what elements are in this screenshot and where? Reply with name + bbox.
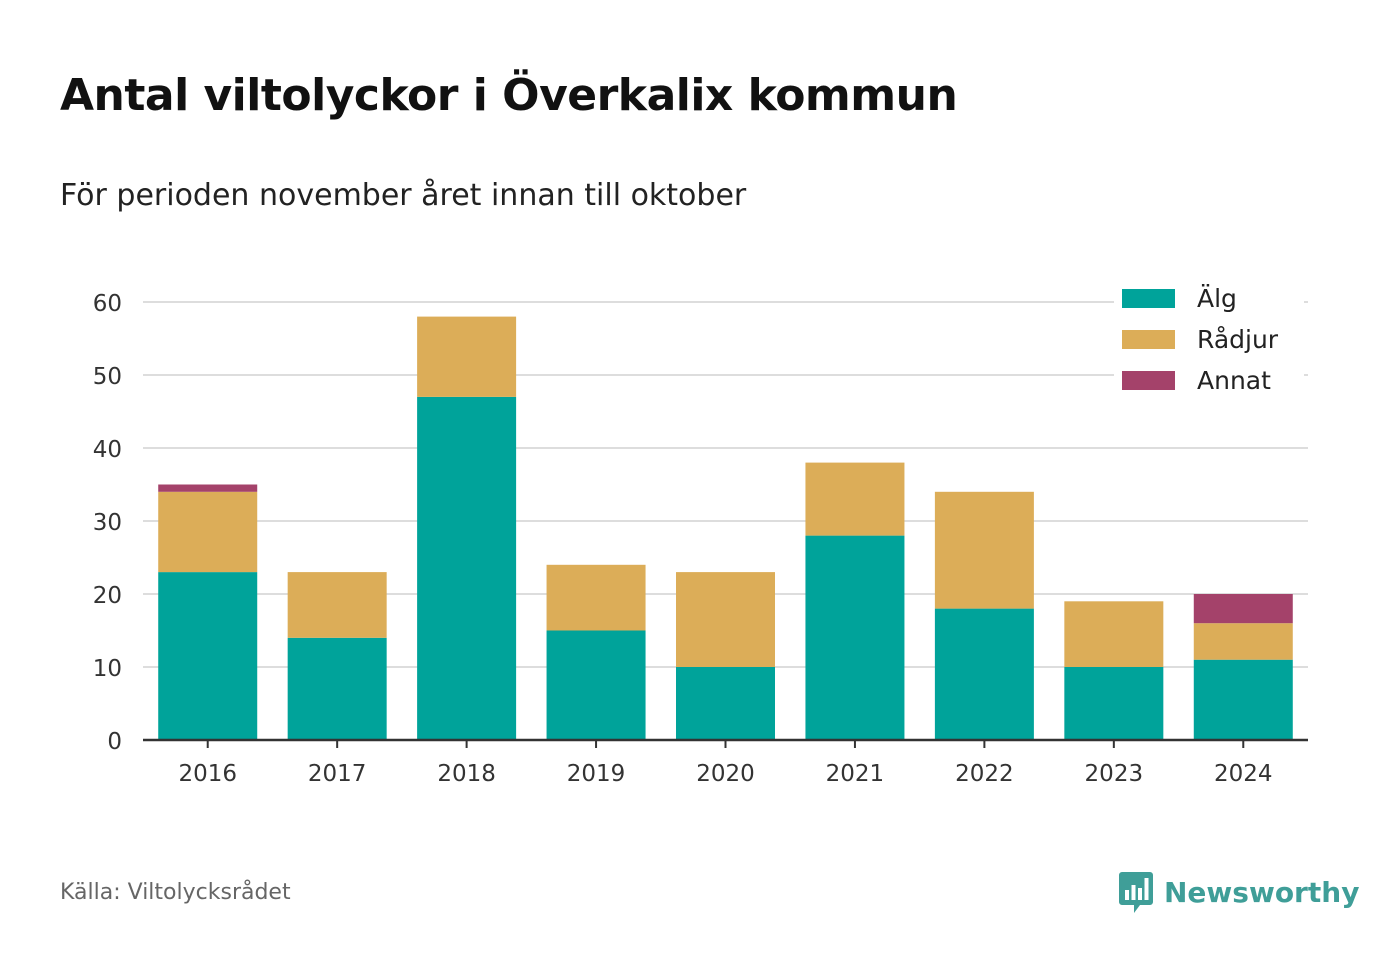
- y-tick-label: 60: [93, 291, 122, 317]
- legend-label: Rådjur: [1197, 325, 1279, 354]
- newsworthy-logo-icon: [1119, 872, 1153, 913]
- bar-segment: [546, 564, 646, 631]
- y-tick-label: 0: [107, 729, 122, 755]
- bar-segment: [805, 535, 905, 740]
- x-axis: 2016 2017 2018 2019 2020 2021 2022 2023 2024: [143, 738, 1308, 787]
- bar-segment: [546, 630, 646, 740]
- bar-segment: [158, 572, 258, 740]
- source-note: Källa: Viltolycksrådet: [60, 880, 291, 905]
- bar-segment: [158, 491, 258, 573]
- bar-segment: [1193, 594, 1293, 624]
- bar-segment: [1064, 667, 1164, 740]
- x-tick-label: 2020: [696, 761, 755, 787]
- legend: Älg Rådjur Annat: [1114, 281, 1304, 403]
- legend-label: Älg: [1197, 284, 1237, 313]
- legend-swatch: [1122, 289, 1175, 308]
- x-tick-label: 2023: [1085, 761, 1144, 787]
- bar-segment: [417, 316, 517, 397]
- brand-logo: Newsworthy: [1118, 868, 1359, 916]
- chart-subtitle: För perioden november året innan till ok…: [60, 178, 747, 213]
- x-tick-label: 2022: [955, 761, 1014, 787]
- bar-segment: [287, 637, 387, 740]
- bar-segment: [934, 608, 1034, 740]
- x-tick-label: 2016: [178, 761, 237, 787]
- legend-swatch: [1122, 371, 1175, 390]
- y-tick-label: 40: [93, 437, 122, 463]
- y-tick-label: 20: [93, 583, 122, 609]
- bar-segment: [1193, 659, 1293, 740]
- bar-segment: [1193, 623, 1293, 660]
- bar-segment: [1064, 601, 1164, 667]
- bar-segment: [676, 667, 775, 740]
- x-tick-label: 2018: [437, 761, 496, 787]
- x-tick-label: 2017: [308, 761, 367, 787]
- bar-segment: [287, 572, 387, 638]
- bar-segment: [805, 462, 905, 536]
- bar-segment: [934, 491, 1034, 609]
- bar-segment: [158, 484, 258, 492]
- bar-segment: [417, 396, 517, 740]
- x-tick-label: 2021: [826, 761, 885, 787]
- y-tick-label: 10: [93, 656, 122, 682]
- bars: [158, 316, 1293, 740]
- chart-title: Antal viltolyckor i Överkalix kommun: [60, 70, 958, 121]
- x-tick-label: 2024: [1214, 761, 1273, 787]
- y-tick-label: 30: [93, 510, 122, 536]
- legend-label: Annat: [1197, 366, 1271, 395]
- y-tick-label: 50: [93, 364, 122, 390]
- bar-segment: [676, 572, 775, 667]
- y-axis-ticks: 0 10 20 30 40 50 60: [93, 291, 122, 755]
- x-tick-label: 2019: [567, 761, 626, 787]
- brand-name: Newsworthy: [1164, 875, 1360, 909]
- legend-swatch: [1122, 330, 1175, 349]
